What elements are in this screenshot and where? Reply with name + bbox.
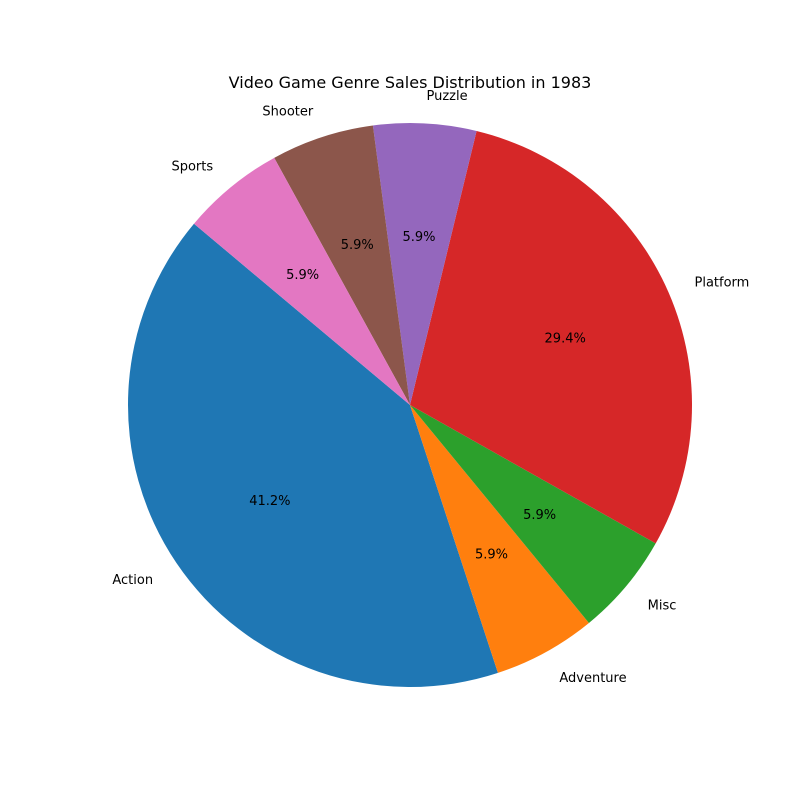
chart-title: Video Game Genre Sales Distribution in 1… (229, 73, 592, 92)
slice-label-shooter: Shooter (262, 104, 313, 119)
slice-label-puzzle: Puzzle (426, 89, 467, 104)
pie-slice-platform (410, 130, 693, 544)
pie-slice-shooter (274, 125, 410, 406)
pie-slice-adventure (410, 405, 589, 673)
pct-label-platform: 29.4% (545, 332, 586, 347)
slice-label-platform: Platform (695, 275, 750, 290)
pie-slice-misc (410, 405, 656, 623)
pct-label-sports: 5.9% (286, 268, 319, 283)
slice-label-adventure: Adventure (559, 671, 626, 686)
pct-label-puzzle: 5.9% (402, 230, 435, 245)
slice-label-sports: Sports (171, 159, 213, 174)
pct-label-shooter: 5.9% (341, 238, 374, 253)
slice-label-action: Action (112, 573, 153, 588)
pct-label-action: 41.2% (249, 494, 290, 509)
pct-label-adventure: 5.9% (475, 547, 508, 562)
pie-slice-action (128, 223, 498, 687)
pie-slices (128, 122, 693, 687)
slice-label-misc: Misc (648, 598, 677, 613)
pct-label-misc: 5.9% (523, 508, 556, 523)
pie-slice-sports (193, 157, 410, 405)
pie-labels: Action 41.2% Adventure 5.9% Misc 5.9% Platform… (112, 89, 749, 686)
pie-slice-puzzle (372, 122, 477, 405)
